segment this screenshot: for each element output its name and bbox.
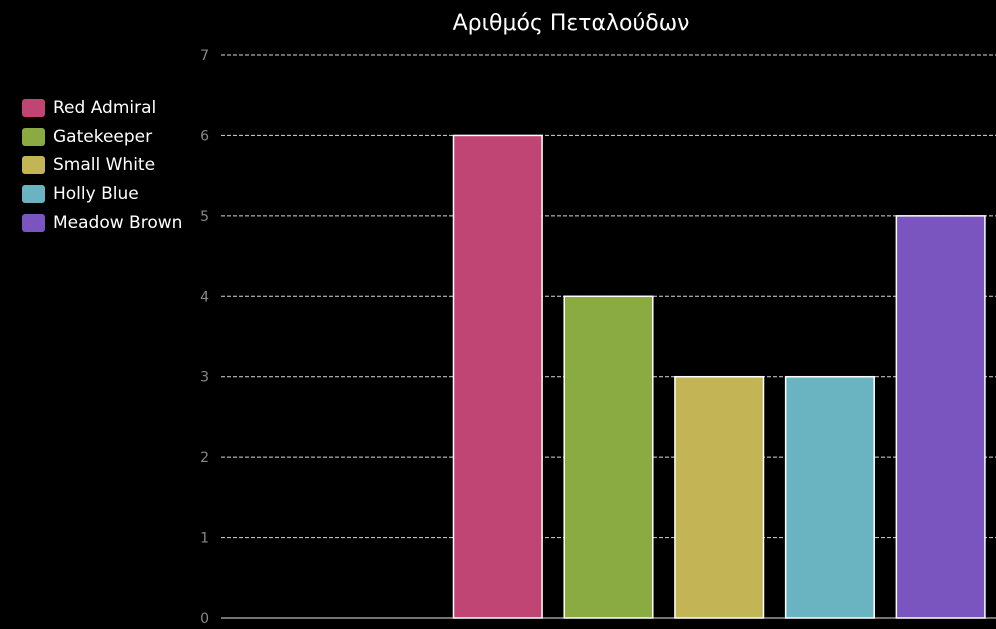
y-tick-label: 1 (200, 531, 209, 547)
bar-small-white[interactable] (674, 375, 765, 619)
legend-label: Small White (53, 155, 156, 176)
y-tick-label: 5 (200, 209, 209, 225)
legend-swatch (22, 213, 45, 232)
legend-swatch (22, 156, 45, 175)
bar-holly-blue[interactable] (784, 375, 875, 619)
legend-item-holly-blue[interactable]: Holly Blue (22, 180, 182, 209)
legend-swatch (22, 127, 45, 146)
bar-red-admiral[interactable] (452, 134, 543, 619)
legend-label: Gatekeeper (53, 126, 153, 147)
legend: Red Admiral Gatekeeper Small White Holly Bl… (22, 94, 182, 237)
y-tick-label: 2 (200, 450, 209, 466)
legend-label: Holly Blue (53, 184, 139, 205)
bar-gatekeeper[interactable] (563, 295, 654, 619)
y-tick-label: 4 (200, 289, 209, 305)
legend-item-gatekeeper[interactable]: Gatekeeper (22, 123, 182, 152)
legend-swatch (22, 99, 45, 118)
y-tick-label: 3 (200, 370, 209, 386)
bar-meadow-brown[interactable] (895, 215, 986, 619)
legend-label: Meadow Brown (53, 212, 183, 233)
y-tick-label: 6 (200, 128, 209, 144)
y-tick-label: 7 (200, 48, 209, 64)
legend-item-small-white[interactable]: Small White (22, 151, 182, 180)
y-tick-label: 0 (200, 611, 209, 627)
legend-label: Red Admiral (53, 98, 157, 119)
legend-item-meadow-brown[interactable]: Meadow Brown (22, 208, 182, 237)
legend-item-red-admiral[interactable]: Red Admiral (22, 94, 182, 123)
legend-swatch (22, 185, 45, 204)
